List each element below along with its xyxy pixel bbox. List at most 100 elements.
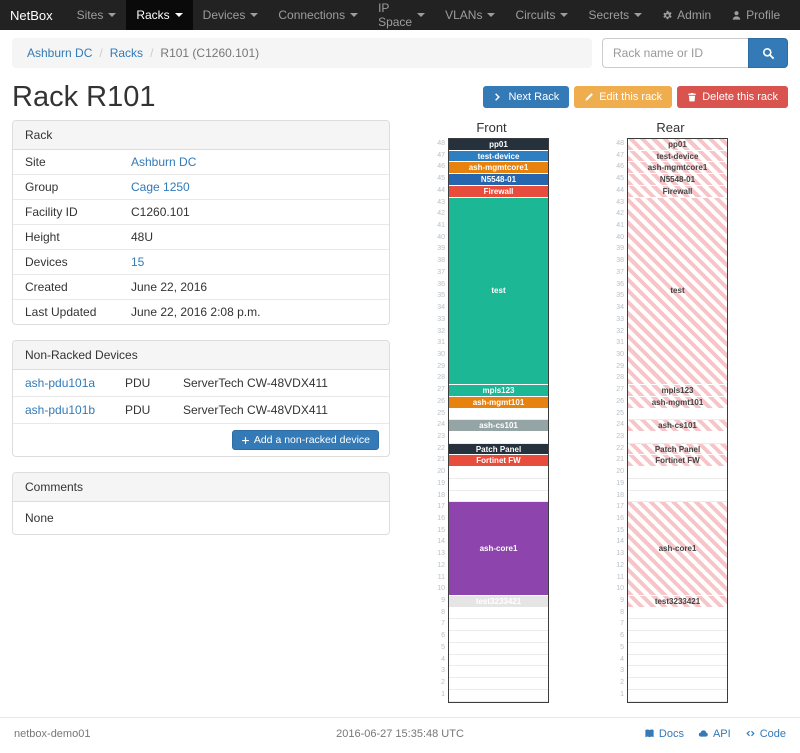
brand[interactable]: NetBox [10, 7, 53, 23]
nav-item-label: VLANs [445, 8, 483, 22]
unit-number: 38 [437, 257, 445, 265]
rack-device[interactable]: ash-mgmt101 [628, 396, 727, 409]
nav-item-connections[interactable]: Connections [268, 0, 368, 30]
rack-unit-empty [449, 619, 548, 632]
breadcrumb-separator: / [99, 46, 103, 60]
attr-label: Devices [25, 255, 68, 269]
search-input[interactable] [602, 38, 748, 68]
nav-item-secrets[interactable]: Secrets [578, 0, 652, 30]
unit-number: 36 [437, 280, 445, 288]
rack-device[interactable]: test [449, 197, 548, 386]
unit-number: 3 [441, 667, 445, 675]
rack-device[interactable]: test3233421 [449, 596, 548, 608]
rack-unit-empty [449, 490, 548, 503]
unit-number: 41 [616, 222, 624, 230]
nav-item-vlans[interactable]: VLANs [435, 0, 505, 30]
unit-number: 37 [437, 268, 445, 276]
breadcrumb-item[interactable]: Ashburn DC [27, 46, 93, 60]
rack-device[interactable]: N5548-01 [449, 174, 548, 186]
nav-item-profile[interactable]: Profile [721, 0, 790, 30]
footer-link-code[interactable]: Code [745, 728, 786, 740]
device-name-link[interactable]: ash-pdu101a [25, 376, 96, 390]
device-label: ash-mgmtcore1 [647, 163, 708, 173]
device-name-link[interactable]: ash-pdu101b [25, 403, 96, 417]
unit-number: 1 [441, 690, 445, 698]
nav-item-sites[interactable]: Sites [67, 0, 127, 30]
attr-label: Facility ID [25, 205, 78, 219]
unit-number: 34 [437, 304, 445, 312]
page: Next Rack Edit this rack Delete this rack … [0, 80, 800, 703]
left-column: Rack Site Ashburn DC Group Cage 1250 Facilit… [12, 120, 390, 703]
caret-down-icon [250, 13, 259, 17]
front-rack-frame: pp01 test-device ash-mgmtcore1 N5548-01 Fire… [448, 138, 549, 703]
unit-number: 37 [616, 268, 624, 276]
attr-value[interactable]: Cage 1250 [131, 180, 190, 194]
unit-number: 23 [616, 432, 624, 440]
rack-device[interactable]: pp01 [628, 139, 727, 151]
attr-value[interactable]: 15 [131, 255, 145, 269]
unit-number: 21 [437, 456, 445, 464]
footer-link-label: Docs [658, 727, 684, 740]
rack-unit-empty [628, 478, 727, 491]
nav-item-circuits[interactable]: Circuits [505, 0, 578, 30]
attr-value[interactable]: Ashburn DC [131, 155, 197, 169]
footer-link-docs[interactable]: Docs [644, 728, 684, 740]
rack-device[interactable]: Fortinet FW [449, 455, 548, 468]
edit-this-rack-button[interactable]: Edit this rack [574, 86, 673, 108]
rack-unit-empty [628, 689, 727, 702]
nav-item-ip-space[interactable]: IP Space [368, 0, 435, 30]
rack-device[interactable]: ash-core1 [449, 502, 548, 597]
rack-device[interactable]: ash-mgmtcore1 [628, 162, 727, 175]
unit-number: 44 [437, 186, 445, 194]
rack-attr-row: Created June 22, 2016 [13, 275, 389, 300]
rack-device[interactable]: Patch Panel [449, 443, 548, 456]
unit-number: 9 [620, 597, 624, 605]
unit-number: 18 [616, 491, 624, 499]
rack-device[interactable]: test3233421 [628, 596, 727, 608]
rack-device[interactable]: ash-cs101 [628, 420, 727, 432]
rack-device[interactable]: Patch Panel [628, 443, 727, 456]
next-rack-button[interactable]: Next Rack [483, 86, 570, 108]
front-unit-numbers: 48 47 46 45 44 43 42 41 40 39 38 37 36 35 34 33 32 31 30 29… [434, 138, 448, 703]
rack-device[interactable]: test-device [628, 150, 727, 163]
add-nonracked-device-button[interactable]: Add a non-racked device [231, 430, 379, 450]
nav-item-devices[interactable]: Devices [193, 0, 269, 30]
breadcrumb-item[interactable]: Racks [109, 46, 144, 60]
rack-device[interactable]: test-device [449, 150, 548, 163]
unit-number: 45 [437, 175, 445, 183]
rack-device[interactable]: Fortinet FW [628, 455, 727, 468]
rack-device[interactable]: mpls123 [628, 385, 727, 397]
rack-device[interactable]: pp01 [449, 139, 548, 151]
rack-device[interactable]: ash-cs101 [449, 420, 548, 432]
search-button[interactable] [748, 38, 788, 68]
rack-device[interactable]: Firewall [628, 185, 727, 198]
unit-number: 19 [437, 479, 445, 487]
rack-unit-empty [449, 408, 548, 421]
nav-item-racks[interactable]: Racks [126, 0, 193, 30]
rack-attr-row: Group Cage 1250 [13, 175, 389, 200]
device-label: ash-cs101 [479, 421, 518, 431]
caret-down-icon [487, 13, 496, 17]
rack-device[interactable]: ash-core1 [628, 502, 727, 597]
rack-panel: Rack Site Ashburn DC Group Cage 1250 Facilit… [12, 120, 390, 325]
rack-device[interactable]: mpls123 [449, 385, 548, 397]
footer-link-api[interactable]: API [698, 728, 731, 740]
unit-number: 11 [437, 573, 445, 581]
unit-number: 8 [620, 608, 624, 616]
device-label: Patch Panel [475, 444, 522, 454]
rack-device[interactable]: test [628, 197, 727, 386]
unit-number: 39 [437, 245, 445, 253]
rack-device[interactable]: N5548-01 [628, 174, 727, 186]
rack-device[interactable]: ash-mgmtcore1 [449, 162, 548, 175]
device-label: ash-mgmtcore1 [468, 163, 529, 173]
rack-device[interactable]: ash-mgmt101 [449, 396, 548, 409]
caret-down-icon [350, 13, 359, 17]
rack-device[interactable]: Firewall [449, 185, 548, 198]
nav-item-log-out[interactable]: Log out [790, 0, 800, 30]
rack-attr-row: Devices 15 [13, 250, 389, 275]
delete-this-rack-button[interactable]: Delete this rack [677, 86, 788, 108]
navbar-items: Sites Racks Devices Connections IP Space VLAN… [67, 0, 653, 30]
nav-item-admin[interactable]: Admin [652, 0, 721, 30]
unit-number: 44 [616, 186, 624, 194]
unit-number: 16 [616, 515, 624, 522]
